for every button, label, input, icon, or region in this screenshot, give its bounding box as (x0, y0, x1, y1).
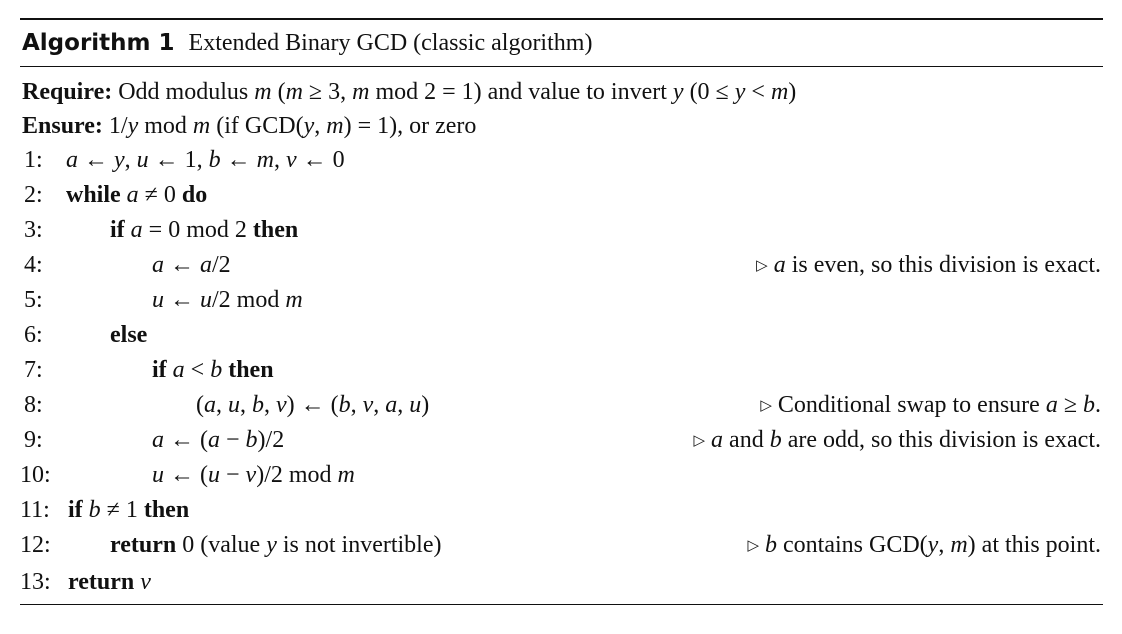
line-comment: ▷ b contains GCD(y, m) at this point. (747, 532, 1101, 558)
line-comment: ▷ a and b are odd, so this division is ex… (693, 427, 1102, 453)
line-code: return 0 (value y is not invertible) (110, 532, 442, 558)
line-comment: ▷ Conditional swap to ensure a ≥ b. (760, 392, 1101, 418)
line-code: a ← (a − b)/2 (152, 427, 285, 453)
line-number: 8: (24, 392, 43, 418)
line-number: 11: (20, 497, 50, 523)
line-code: while a ≠ 0 do (66, 182, 208, 208)
bottom-rule (20, 604, 1103, 605)
require-line: Require: Odd modulus m (m ≥ 3, m mod 2 =… (20, 75, 1103, 109)
algorithm-number: Algorithm 1 (22, 30, 175, 56)
top-rule (20, 18, 1103, 20)
comment-triangle-icon: ▷ (747, 538, 760, 554)
algorithm-line: 1: a ← y, u ← 1, b ← m, v ← 0 (20, 143, 1103, 178)
line-code: else (110, 322, 148, 348)
comment-triangle-icon: ▷ (693, 433, 706, 449)
line-number: 12: (20, 532, 51, 558)
require-label: Require: (22, 79, 113, 105)
algorithm-line: 7: if a < b then (20, 353, 1103, 388)
line-number: 10: (20, 462, 51, 488)
line-number: 6: (24, 322, 43, 348)
line-code: if b ≠ 1 then (68, 497, 190, 523)
algorithm-line: 13: return v (20, 565, 1103, 600)
ensure-line: Ensure: 1/y mod m (if GCD(y, m) = 1), or… (20, 109, 1103, 143)
algorithm-header: Algorithm 1 Extended Binary GCD (classic… (20, 20, 1103, 66)
line-number: 2: (24, 182, 43, 208)
line-code: return v (68, 569, 151, 595)
line-number: 7: (24, 357, 43, 383)
comment-triangle-icon: ▷ (760, 398, 772, 414)
line-code: (a, u, b, v) ← (b, v, a, u) (196, 392, 430, 418)
line-code: if a = 0 mod 2 then (110, 217, 299, 243)
algorithm-line: 3: if a = 0 mod 2 then (20, 213, 1103, 248)
header-rule (20, 66, 1103, 67)
line-code: u ← u/2 mod m (152, 287, 303, 313)
ensure-text: 1/y mod m (if GCD(y, m) = 1), or zero (108, 113, 477, 139)
ensure-label: Ensure: (22, 113, 103, 139)
line-number: 3: (24, 217, 43, 243)
algorithm-line: 4: a ← a/2 ▷ a is even, so this division … (20, 248, 1103, 283)
line-number: 4: (24, 252, 43, 278)
algorithm-title: Extended Binary GCD (classic algorithm) (188, 29, 593, 56)
algorithm-line: 5: u ← u/2 mod m (20, 283, 1103, 318)
comment-triangle-icon: ▷ (756, 258, 768, 274)
require-text: Odd modulus m (m ≥ 3, m mod 2 = 1) and v… (118, 79, 797, 105)
line-comment: ▷ a is even, so this division is exact. (756, 252, 1101, 278)
line-number: 1: (24, 147, 43, 173)
line-number: 5: (24, 287, 43, 313)
algorithm-body: Require: Odd modulus m (m ≥ 3, m mod 2 =… (20, 67, 1103, 600)
algorithm-line: 10: u ← (u − v)/2 mod m (20, 458, 1103, 493)
algorithm-line: 2: while a ≠ 0 do (20, 178, 1103, 213)
algorithm-box: Algorithm 1 Extended Binary GCD (classic… (20, 18, 1103, 605)
line-code: u ← (u − v)/2 mod m (152, 462, 355, 488)
line-code: a ← a/2 (152, 252, 231, 278)
line-number: 13: (20, 569, 51, 595)
line-code: if a < b then (152, 357, 274, 383)
algorithm-line: 11: if b ≠ 1 then (20, 493, 1103, 528)
algorithm-line: 9: a ← (a − b)/2 ▷ a and b are odd, so th… (20, 423, 1103, 458)
algorithm-line: 8: (a, u, b, v) ← (b, v, a, u) ▷ Conditio… (20, 388, 1103, 423)
algorithm-line: 6: else (20, 318, 1103, 353)
line-number: 9: (24, 427, 43, 453)
algorithm-line: 12: return 0 (value y is not invertible)… (20, 528, 1103, 563)
line-code: a ← y, u ← 1, b ← m, v ← 0 (66, 147, 345, 173)
